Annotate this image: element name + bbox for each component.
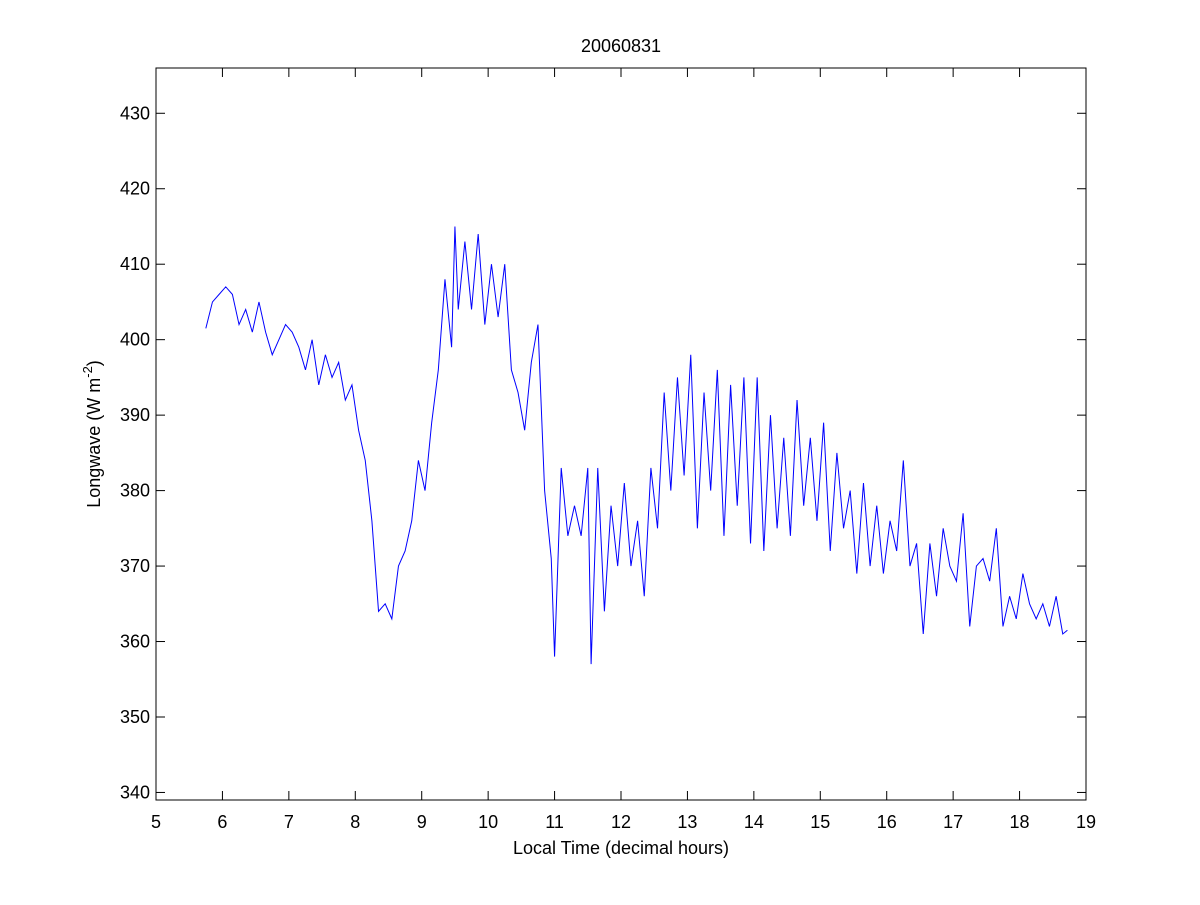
data-line [205, 226, 1068, 665]
x-tick-label: 17 [943, 812, 963, 832]
y-tick-label: 410 [120, 254, 150, 274]
x-tick-label: 13 [677, 812, 697, 832]
y-tick-label: 360 [120, 632, 150, 652]
x-tick-label: 15 [810, 812, 830, 832]
x-tick-label: 19 [1076, 812, 1096, 832]
plot-frame [155, 67, 1087, 801]
y-tick-label: 400 [120, 330, 150, 350]
x-tick-label: 6 [217, 812, 227, 832]
y-tick-label: 390 [120, 405, 150, 425]
y-tick-label: 370 [120, 556, 150, 576]
x-tick-label: 11 [545, 812, 564, 832]
y-label-text: Longwave (W m [84, 378, 104, 508]
x-tick-label: 16 [877, 812, 897, 832]
chart-title: 20060831 [581, 36, 661, 56]
y-tick-label: 380 [120, 481, 150, 501]
y-tick-label: 350 [120, 707, 150, 727]
x-tick-label: 10 [478, 812, 498, 832]
x-tick-label: 12 [611, 812, 631, 832]
x-axis-label: Local Time (decimal hours) [513, 838, 729, 858]
x-tick-label: 18 [1010, 812, 1030, 832]
y-label-end: ) [84, 360, 104, 366]
x-tick-label: 7 [284, 812, 294, 832]
x-tick-label: 8 [350, 812, 360, 832]
y-tick-label: 340 [120, 782, 150, 802]
y-label-sup: -2 [80, 366, 95, 378]
x-tick-label: 14 [744, 812, 764, 832]
y-tick-label: 420 [120, 179, 150, 199]
y-tick-label: 430 [120, 103, 150, 123]
x-tick-label: 5 [151, 812, 161, 832]
y-axis-label: Longwave (W m-2) [80, 360, 104, 508]
x-tick-label: 9 [417, 812, 427, 832]
